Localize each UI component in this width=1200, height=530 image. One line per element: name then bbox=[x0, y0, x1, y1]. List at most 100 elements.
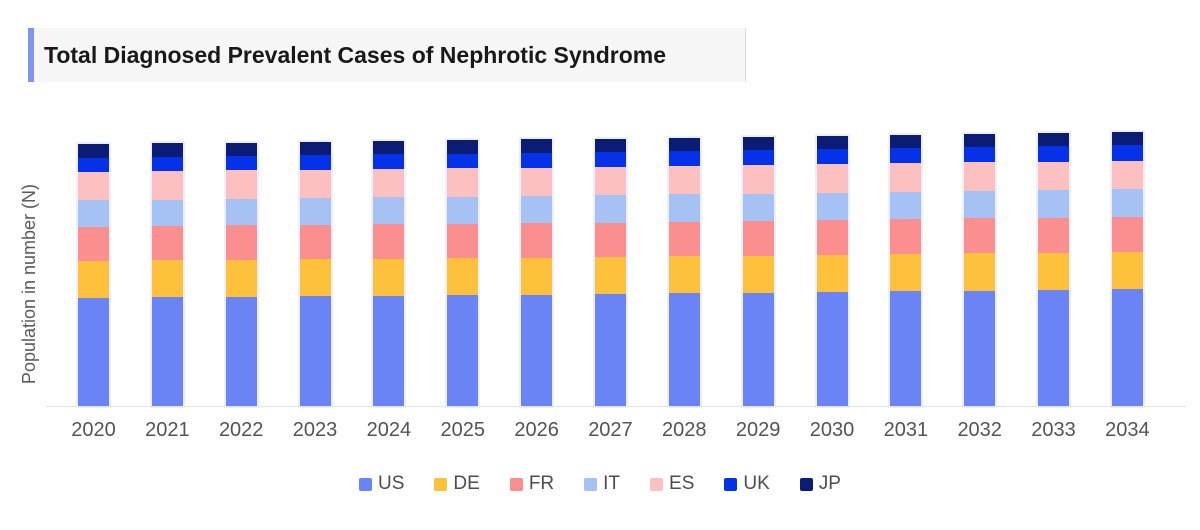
bar-segment-de-2020[interactable] bbox=[78, 260, 109, 298]
bar-segment-de-2027[interactable] bbox=[594, 257, 626, 295]
bar-segment-it-2023[interactable] bbox=[299, 198, 331, 225]
bar-2030[interactable] bbox=[814, 133, 850, 408]
bar-2031[interactable] bbox=[888, 132, 924, 408]
bar-segment-it-2032[interactable] bbox=[964, 190, 996, 219]
bar-segment-es-2026[interactable] bbox=[521, 167, 553, 196]
bar-segment-us-2031[interactable] bbox=[890, 291, 922, 406]
bar-segment-uk-2025[interactable] bbox=[447, 153, 479, 169]
bar-2034[interactable] bbox=[1109, 130, 1145, 408]
bar-segment-it-2028[interactable] bbox=[668, 194, 700, 222]
bar-segment-es-2032[interactable] bbox=[964, 162, 996, 191]
bar-2022[interactable] bbox=[223, 140, 259, 408]
bar-segment-es-2031[interactable] bbox=[890, 163, 922, 192]
bar-segment-it-2021[interactable] bbox=[151, 199, 183, 226]
bar-segment-es-2022[interactable] bbox=[225, 170, 257, 199]
bar-segment-es-2028[interactable] bbox=[668, 166, 700, 195]
bar-segment-us-2022[interactable] bbox=[225, 296, 257, 406]
bar-segment-jp-2029[interactable] bbox=[742, 136, 774, 150]
bar-segment-uk-2024[interactable] bbox=[373, 154, 405, 170]
bar-segment-jp-2022[interactable] bbox=[225, 142, 257, 156]
bar-segment-fr-2034[interactable] bbox=[1111, 216, 1143, 252]
bar-2021[interactable] bbox=[149, 141, 185, 408]
bar-segment-it-2020[interactable] bbox=[78, 200, 109, 227]
bar-segment-uk-2021[interactable] bbox=[151, 156, 183, 172]
bar-segment-us-2020[interactable] bbox=[78, 297, 109, 406]
bar-segment-de-2022[interactable] bbox=[225, 259, 257, 297]
bar-segment-us-2027[interactable] bbox=[594, 294, 626, 406]
bar-segment-us-2030[interactable] bbox=[816, 291, 848, 406]
bar-segment-uk-2029[interactable] bbox=[742, 149, 774, 166]
bar-segment-it-2027[interactable] bbox=[594, 195, 626, 223]
bar-2032[interactable] bbox=[962, 132, 998, 408]
legend-item-us[interactable]: US bbox=[359, 473, 404, 495]
bar-segment-fr-2030[interactable] bbox=[816, 219, 848, 255]
legend-item-es[interactable]: ES bbox=[650, 473, 694, 495]
bar-segment-fr-2033[interactable] bbox=[1038, 217, 1070, 253]
bar-segment-fr-2025[interactable] bbox=[447, 223, 479, 258]
bar-segment-jp-2032[interactable] bbox=[964, 134, 996, 147]
bar-segment-es-2020[interactable] bbox=[78, 172, 109, 201]
bar-segment-de-2033[interactable] bbox=[1038, 252, 1070, 290]
bar-segment-fr-2026[interactable] bbox=[521, 223, 553, 258]
bar-segment-fr-2021[interactable] bbox=[151, 226, 183, 261]
bar-segment-es-2034[interactable] bbox=[1111, 160, 1143, 190]
bar-segment-es-2025[interactable] bbox=[447, 168, 479, 197]
legend-item-uk[interactable]: UK bbox=[724, 473, 770, 495]
bar-segment-jp-2033[interactable] bbox=[1038, 133, 1070, 147]
bar-segment-it-2033[interactable] bbox=[1038, 190, 1070, 218]
bar-segment-de-2024[interactable] bbox=[373, 258, 405, 296]
bar-segment-de-2030[interactable] bbox=[816, 254, 848, 292]
bar-segment-jp-2023[interactable] bbox=[299, 141, 331, 156]
bar-segment-jp-2027[interactable] bbox=[594, 138, 626, 152]
bar-2025[interactable] bbox=[445, 138, 481, 408]
bar-segment-fr-2029[interactable] bbox=[742, 220, 774, 256]
bar-segment-it-2025[interactable] bbox=[447, 196, 479, 224]
bar-segment-jp-2031[interactable] bbox=[890, 134, 922, 148]
bar-segment-jp-2025[interactable] bbox=[447, 140, 479, 154]
bar-segment-us-2028[interactable] bbox=[668, 293, 700, 406]
bar-segment-it-2030[interactable] bbox=[816, 192, 848, 220]
bar-segment-de-2031[interactable] bbox=[890, 254, 922, 292]
bar-segment-jp-2028[interactable] bbox=[668, 137, 700, 151]
bar-segment-us-2029[interactable] bbox=[742, 292, 774, 406]
bar-segment-de-2028[interactable] bbox=[668, 256, 700, 294]
bar-segment-uk-2026[interactable] bbox=[521, 152, 553, 168]
bar-segment-jp-2020[interactable] bbox=[78, 144, 109, 158]
bar-segment-it-2029[interactable] bbox=[742, 193, 774, 221]
bar-segment-de-2023[interactable] bbox=[299, 259, 331, 297]
bar-segment-uk-2034[interactable] bbox=[1111, 145, 1143, 161]
bar-segment-fr-2024[interactable] bbox=[373, 224, 405, 259]
bar-segment-it-2034[interactable] bbox=[1111, 189, 1143, 217]
bar-segment-fr-2027[interactable] bbox=[594, 222, 626, 258]
bar-segment-jp-2030[interactable] bbox=[816, 135, 848, 149]
bar-segment-uk-2020[interactable] bbox=[78, 157, 109, 172]
bar-segment-es-2023[interactable] bbox=[299, 169, 331, 199]
bar-2033[interactable] bbox=[1036, 131, 1072, 408]
bar-segment-de-2025[interactable] bbox=[447, 258, 479, 296]
bar-2027[interactable] bbox=[592, 136, 628, 408]
bar-segment-jp-2034[interactable] bbox=[1111, 132, 1143, 146]
bar-segment-uk-2028[interactable] bbox=[668, 150, 700, 166]
bar-segment-us-2023[interactable] bbox=[299, 296, 331, 406]
bar-segment-us-2024[interactable] bbox=[373, 295, 405, 406]
bar-segment-fr-2023[interactable] bbox=[299, 224, 331, 260]
bar-segment-es-2021[interactable] bbox=[151, 171, 183, 200]
bar-segment-es-2029[interactable] bbox=[742, 165, 774, 194]
bar-segment-uk-2032[interactable] bbox=[964, 146, 996, 163]
bar-segment-de-2021[interactable] bbox=[151, 260, 183, 298]
bar-segment-de-2032[interactable] bbox=[964, 253, 996, 291]
bar-segment-us-2026[interactable] bbox=[521, 294, 553, 406]
bar-segment-uk-2023[interactable] bbox=[299, 155, 331, 170]
bar-segment-de-2026[interactable] bbox=[521, 257, 553, 295]
bar-segment-uk-2030[interactable] bbox=[816, 148, 848, 165]
bar-segment-us-2034[interactable] bbox=[1111, 288, 1143, 406]
bar-segment-uk-2033[interactable] bbox=[1038, 146, 1070, 162]
bar-2024[interactable] bbox=[371, 139, 407, 408]
bar-segment-es-2027[interactable] bbox=[594, 166, 626, 196]
bar-segment-us-2021[interactable] bbox=[151, 297, 183, 406]
bar-segment-uk-2027[interactable] bbox=[594, 151, 626, 167]
bar-segment-it-2026[interactable] bbox=[521, 195, 553, 224]
bar-2020[interactable] bbox=[76, 142, 111, 408]
bar-segment-jp-2026[interactable] bbox=[521, 139, 553, 153]
legend-item-jp[interactable]: JP bbox=[799, 473, 841, 495]
